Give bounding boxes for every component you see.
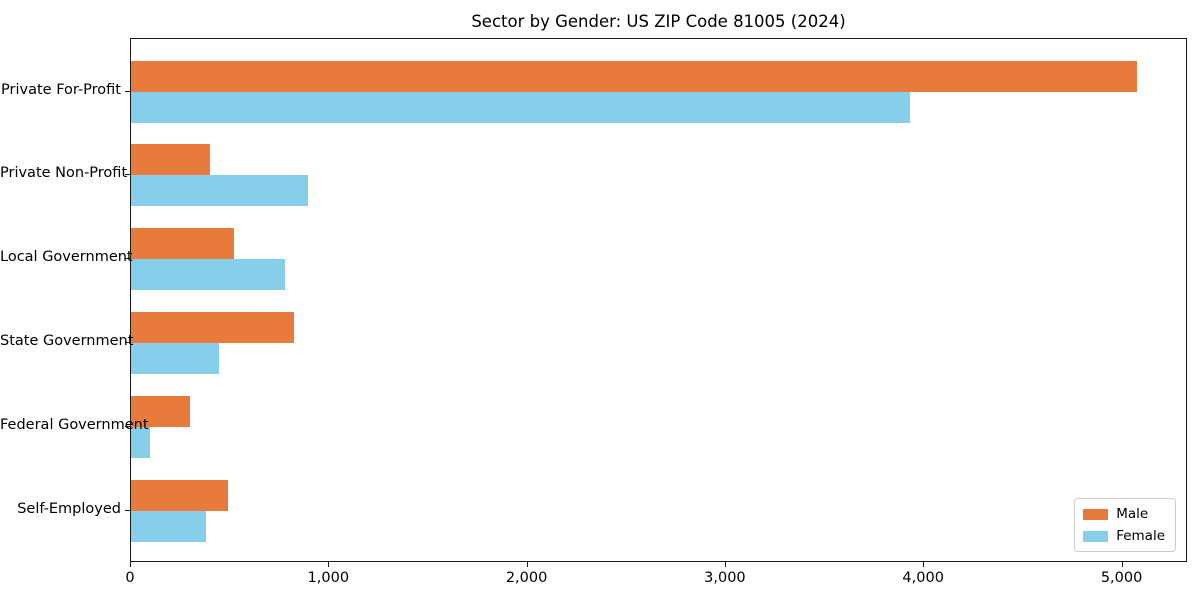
x-tick-label-5000: 5,000 <box>1100 570 1143 586</box>
y-label-local-government: Local Government <box>0 249 133 266</box>
y-label-self-employed: Self-Employed <box>17 500 121 517</box>
x-tick-4000 <box>923 562 925 567</box>
x-tick-2000 <box>526 562 528 567</box>
x-tick-label-2000: 2,000 <box>505 570 548 586</box>
y-label-federal-government: Federal Government <box>0 416 149 433</box>
y-label-private-for-profit: Private For-Profit <box>1 81 121 98</box>
y-tick-private-non-profit <box>125 174 130 176</box>
legend-swatch-male <box>1083 508 1109 520</box>
legend-item-male: Male <box>1083 506 1165 522</box>
plot-area: Male Female <box>130 38 1187 562</box>
bar-male-private-non-profit <box>131 144 211 176</box>
x-tick-label-0: 0 <box>125 570 135 586</box>
legend-swatch-female <box>1083 530 1109 542</box>
y-tick-federal-government <box>125 425 130 427</box>
chart-title: Sector by Gender: US ZIP Code 81005 (202… <box>471 12 846 31</box>
bar-female-state-government <box>131 342 220 374</box>
bar-female-local-government <box>131 259 285 291</box>
bar-male-private-for-profit <box>131 60 1138 92</box>
x-tick-0 <box>130 562 131 567</box>
x-tick-1000 <box>328 562 330 567</box>
y-label-private-non-profit: Private Non-Profit <box>0 165 128 182</box>
x-tick-5000 <box>1121 562 1123 567</box>
bar-female-private-non-profit <box>131 175 308 207</box>
bar-male-self-employed <box>131 479 229 511</box>
legend-label-male: Male <box>1116 506 1149 522</box>
bar-female-self-employed <box>131 510 207 542</box>
x-tick-label-1000: 1,000 <box>307 570 350 586</box>
y-tick-private-for-profit <box>125 90 130 92</box>
bar-female-private-for-profit <box>131 91 911 123</box>
bar-male-federal-government <box>131 395 190 427</box>
bar-male-state-government <box>131 311 294 343</box>
legend-label-female: Female <box>1116 528 1165 544</box>
legend-item-female: Female <box>1083 528 1165 544</box>
y-tick-self-employed <box>125 509 130 511</box>
legend: Male Female <box>1074 498 1176 552</box>
x-tick-label-3000: 3,000 <box>704 570 746 586</box>
y-tick-state-government <box>125 341 130 343</box>
y-tick-local-government <box>125 258 130 260</box>
x-tick-3000 <box>724 562 726 567</box>
x-tick-label-4000: 4,000 <box>902 570 944 586</box>
bar-male-local-government <box>131 228 235 260</box>
y-label-state-government: State Government <box>0 332 134 349</box>
bar-female-federal-government <box>131 426 150 458</box>
